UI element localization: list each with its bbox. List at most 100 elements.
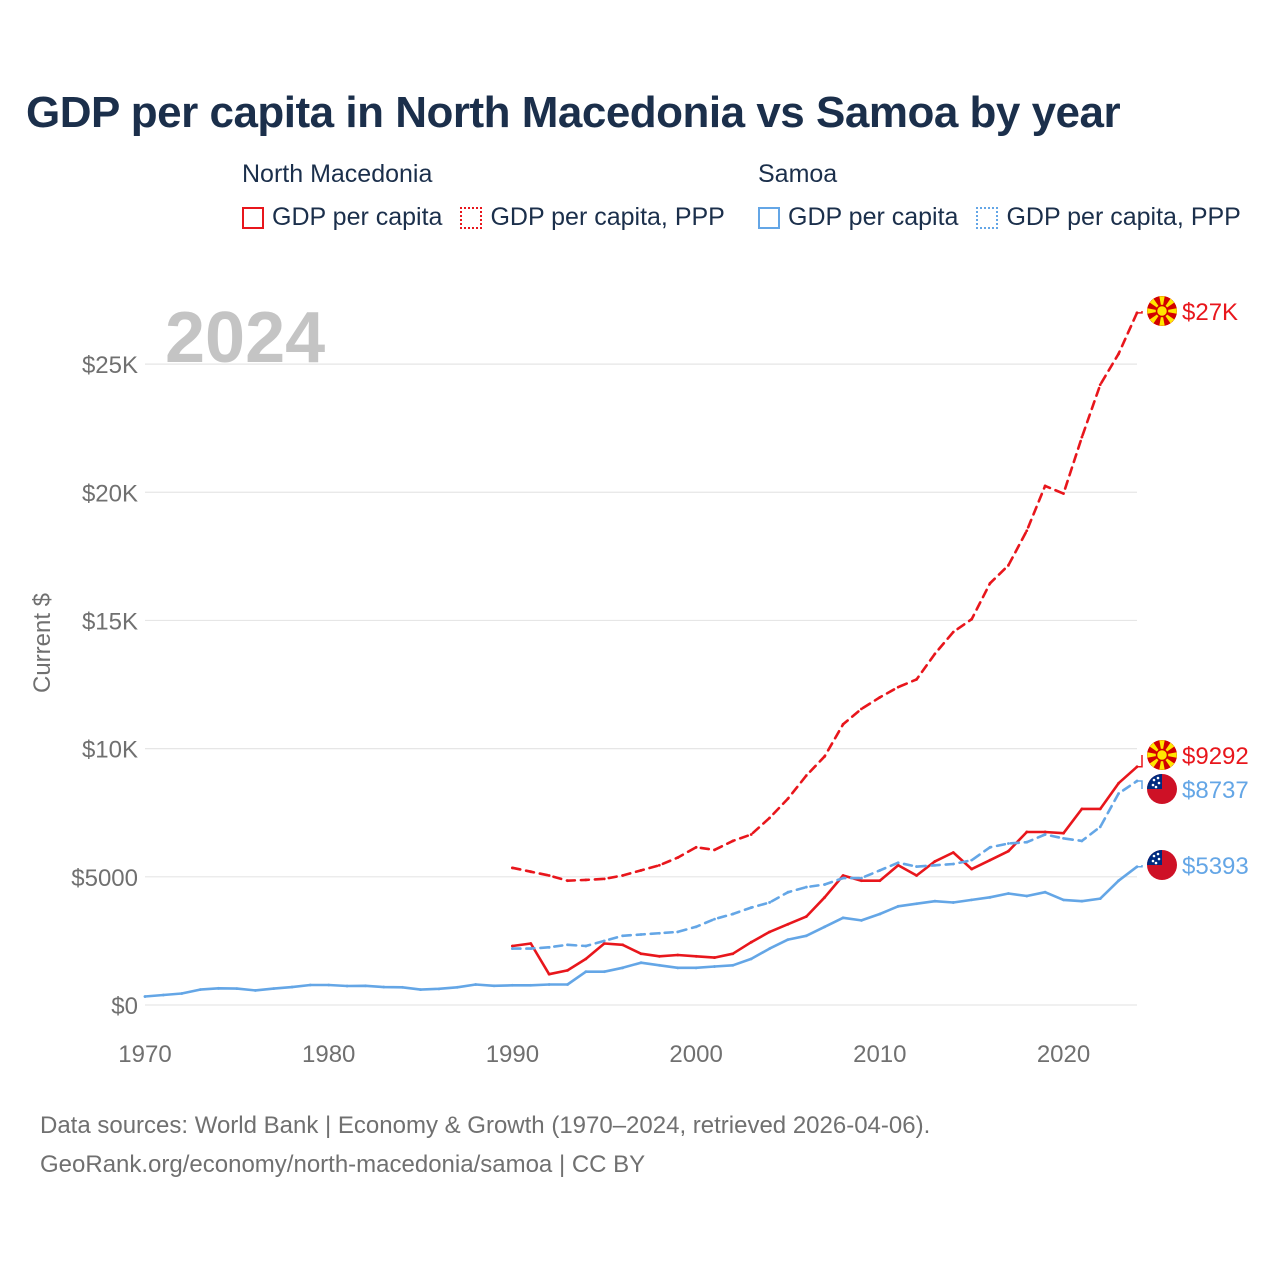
data-point — [1098, 897, 1102, 901]
data-point — [878, 695, 882, 699]
y-tick-label: $15K — [82, 608, 138, 635]
end-label-connector — [1137, 780, 1143, 789]
data-point — [1098, 807, 1102, 811]
legend-item-samoa-ppp[interactable]: GDP per capita, PPP — [976, 203, 1241, 232]
end-value-label: $9292 — [1182, 743, 1249, 770]
data-point — [511, 944, 514, 948]
data-point — [676, 966, 680, 970]
data-point — [253, 988, 257, 992]
legend-item-north-macedonia-gdp[interactable]: GDP per capita — [242, 203, 442, 232]
y-axis-label: Current $ — [29, 593, 56, 693]
data-point — [915, 865, 918, 868]
flag-ray — [1159, 296, 1165, 311]
data-point — [584, 970, 588, 974]
flag-star — [1156, 852, 1160, 856]
data-point — [823, 895, 827, 899]
legend-swatch-samoa-gdp — [758, 206, 780, 229]
data-point — [1025, 840, 1029, 844]
data-point — [419, 988, 422, 992]
data-point — [621, 943, 625, 947]
data-point — [566, 943, 569, 947]
data-point — [1043, 830, 1047, 834]
data-point — [455, 985, 459, 989]
north-macedonia-flag-icon — [1147, 740, 1177, 770]
data-point — [713, 917, 716, 921]
data-point — [1007, 842, 1010, 845]
legend-item-north-macedonia-ppp[interactable]: GDP per capita, PPP — [460, 203, 725, 232]
data-point — [657, 954, 661, 958]
data-point — [1007, 849, 1010, 853]
legend-label-north-macedonia-ppp: GDP per capita, PPP — [490, 203, 725, 231]
y-tick-label: $25K — [82, 352, 138, 379]
data-point — [566, 879, 569, 883]
data-point — [621, 874, 625, 877]
data-point — [657, 931, 661, 935]
data-point — [951, 862, 955, 866]
flag-ray — [1159, 740, 1165, 755]
data-point — [639, 952, 643, 956]
data-point — [915, 874, 918, 877]
legend-north-macedonia: North Macedonia GDP per capita GDP per c… — [242, 160, 743, 232]
data-point — [988, 845, 992, 849]
data-point — [768, 930, 771, 934]
data-point — [1098, 383, 1102, 386]
data-point — [951, 630, 955, 634]
data-point — [804, 885, 808, 889]
legend-label-north-macedonia-gdp: GDP per capita — [272, 203, 443, 231]
data-point — [1043, 890, 1047, 894]
flag-star — [1154, 861, 1158, 865]
y-tick-label: $5000 — [71, 865, 138, 892]
y-tick-label: $10K — [82, 737, 138, 764]
data-point — [786, 938, 790, 942]
source-line-1: Data sources: World Bank | Economy & Gro… — [40, 1112, 931, 1139]
legend-swatch-north-macedonia-ppp — [460, 206, 483, 229]
data-point — [621, 966, 625, 970]
series-line-2 — [511, 779, 1139, 950]
data-point — [749, 833, 753, 836]
data-point — [547, 983, 551, 986]
data-point — [308, 983, 312, 987]
x-tick-label: 2020 — [1037, 1041, 1090, 1068]
data-point — [400, 985, 404, 989]
data-point — [1117, 879, 1121, 883]
data-point — [823, 925, 827, 929]
data-point — [860, 876, 863, 880]
data-point — [768, 901, 771, 904]
data-point — [933, 899, 937, 903]
data-point — [364, 984, 367, 988]
flag-star — [1154, 785, 1158, 789]
data-point — [529, 870, 533, 874]
data-point — [1007, 892, 1010, 895]
data-point — [731, 952, 735, 956]
data-point — [161, 993, 165, 997]
data-point — [511, 983, 514, 987]
data-point — [474, 983, 478, 986]
data-point — [749, 957, 753, 961]
data-point — [1043, 833, 1047, 836]
source-line-2[interactable]: GeoRank.org/economy/north-macedonia/samo… — [40, 1151, 646, 1178]
data-point — [547, 945, 551, 949]
flag-ray — [1162, 308, 1177, 314]
x-tick-label: 1970 — [118, 1041, 171, 1068]
data-point — [235, 987, 239, 990]
data-point — [657, 863, 661, 867]
data-point — [731, 963, 735, 967]
legend-item-samoa-gdp[interactable]: GDP per capita — [758, 203, 958, 232]
data-point — [713, 848, 716, 852]
data-point — [823, 754, 827, 758]
samoa-flag-icon — [1147, 850, 1177, 880]
data-point — [511, 866, 514, 870]
flag-ray — [1162, 752, 1177, 758]
flag-ray — [1159, 311, 1165, 326]
data-point — [437, 987, 441, 991]
data-point — [933, 860, 937, 863]
data-point — [584, 957, 588, 961]
data-point — [382, 985, 386, 989]
data-point — [896, 685, 900, 689]
data-point — [804, 934, 808, 938]
series-line-0 — [511, 311, 1139, 883]
data-point — [1080, 435, 1084, 439]
flag-ray — [1147, 308, 1162, 314]
series-line-1 — [511, 765, 1139, 976]
year-watermark: 2024 — [165, 298, 325, 378]
